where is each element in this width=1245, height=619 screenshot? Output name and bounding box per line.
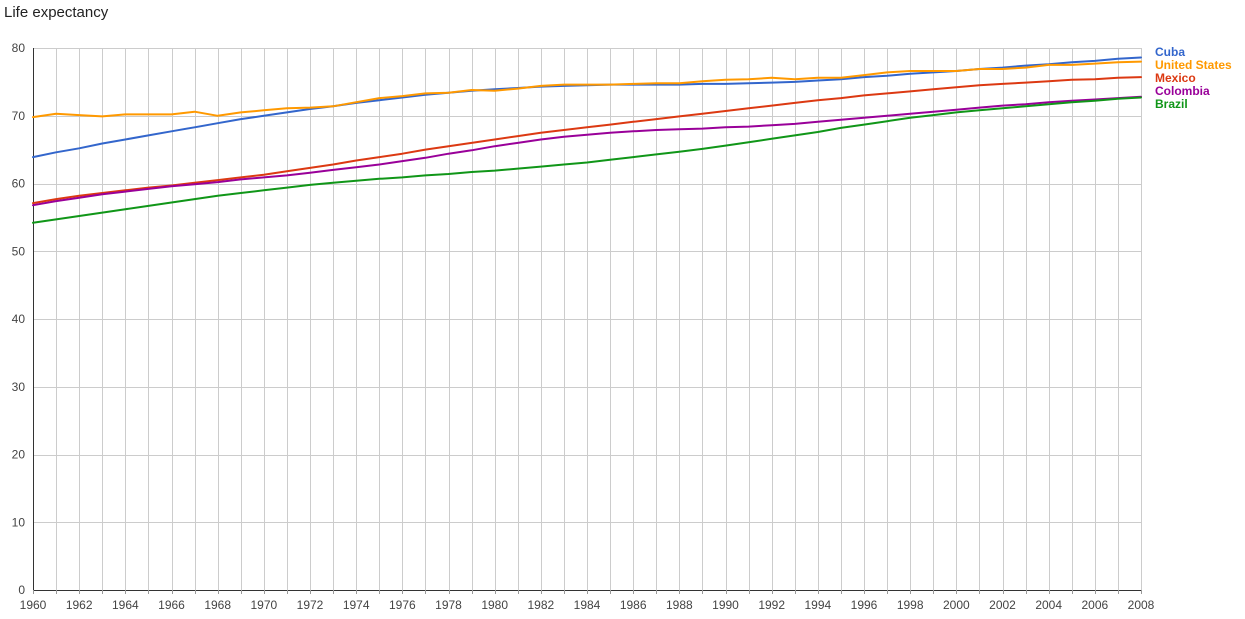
y-tick-label: 20 (12, 448, 26, 462)
series-line-united-states (32, 60, 1142, 119)
y-tick-label: 70 (12, 109, 26, 123)
x-tick-label: 1978 (435, 598, 462, 612)
legend-item-colombia: Colombia (1155, 84, 1210, 98)
x-tick-label: 1966 (158, 598, 185, 612)
x-tick-label: 1974 (343, 598, 370, 612)
x-tick-label: 2004 (1035, 598, 1062, 612)
y-tick-label: 0 (18, 583, 25, 597)
legend-item-mexico: Mexico (1155, 71, 1196, 85)
x-tick-label: 1960 (20, 598, 47, 612)
x-tick-label: 1976 (389, 598, 416, 612)
series-lines (32, 56, 1142, 224)
series-line-brazil (32, 96, 1142, 224)
x-tick-label: 1986 (620, 598, 647, 612)
x-tick-label: 2002 (989, 598, 1016, 612)
x-tick-label: 2008 (1128, 598, 1155, 612)
legend-item-cuba: Cuba (1155, 45, 1185, 59)
x-tick-label: 1972 (297, 598, 324, 612)
x-tick-label: 1992 (758, 598, 785, 612)
y-tick-label: 50 (12, 244, 26, 258)
y-tick-label: 40 (12, 312, 26, 326)
x-tick-label: 1988 (666, 598, 693, 612)
x-tick-label: 1968 (204, 598, 231, 612)
legend-item-united-states: United States (1155, 58, 1232, 72)
x-tick-label: 1996 (851, 598, 878, 612)
x-tick-label: 1962 (66, 598, 93, 612)
y-tick-label: 80 (12, 41, 26, 55)
y-tick-label: 30 (12, 380, 26, 394)
x-tick-label: 2006 (1081, 598, 1108, 612)
grid (33, 48, 1142, 591)
y-tick-label: 60 (12, 177, 26, 191)
series-line-mexico (32, 76, 1142, 205)
series-line-colombia (32, 95, 1142, 207)
x-tick-label: 1964 (112, 598, 139, 612)
y-tick-label: 10 (12, 515, 26, 529)
x-tick-label: 1980 (481, 598, 508, 612)
x-tick-label: 1994 (804, 598, 831, 612)
x-tick-label: 1984 (574, 598, 601, 612)
x-tick-label: 2000 (943, 598, 970, 612)
legend-item-brazil: Brazil (1155, 97, 1188, 111)
x-tick-label: 1998 (897, 598, 924, 612)
x-tick-label: 1982 (527, 598, 554, 612)
x-tick-label: 1990 (712, 598, 739, 612)
x-tick-label: 1970 (250, 598, 277, 612)
axes: 0 10 20 30 40 50 60 70 80 1960 1962 1964 1966 1968 197… (12, 41, 1155, 612)
chart-title: Life expectancy (4, 4, 109, 21)
